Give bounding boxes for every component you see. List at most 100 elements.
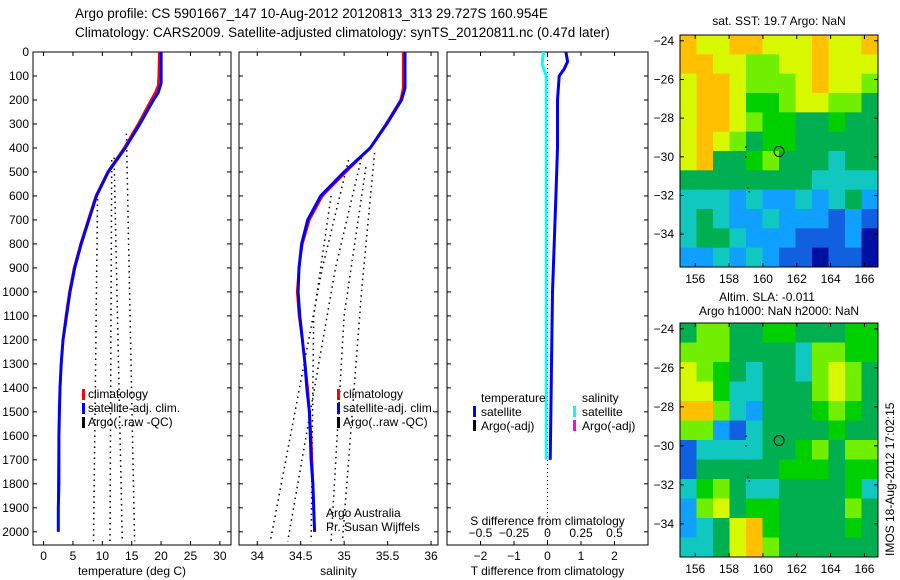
legend-label: Argo(-adj) — [582, 419, 635, 433]
heatmap-cell — [762, 440, 780, 460]
heatmap-cell — [680, 362, 697, 382]
heatmap-cell — [762, 35, 780, 55]
heatmap-cell — [762, 498, 780, 519]
heatmap-cell — [746, 401, 763, 421]
y-tick-label: 200 — [9, 93, 29, 107]
heatmap-cell — [795, 93, 813, 113]
heatmap-cell — [861, 420, 879, 441]
y-tick-label: 1400 — [2, 381, 29, 395]
heatmap-cell — [729, 401, 747, 421]
heatmap-cell — [861, 170, 879, 191]
heatmap-cell — [795, 381, 813, 402]
track-mark — [748, 480, 751, 482]
heatmap-cell — [779, 440, 796, 460]
heatmap-cell — [861, 247, 879, 268]
legend-label: satellite — [481, 405, 522, 419]
track-mark — [745, 444, 747, 447]
heatmap-cell — [812, 54, 829, 75]
heatmap-cell — [696, 151, 714, 171]
heatmap-cell — [762, 362, 780, 382]
lat-tick-label: −28 — [654, 111, 675, 125]
heatmap-cell — [696, 35, 714, 55]
heatmap-cell — [795, 170, 813, 191]
lat-tick-label: −30 — [654, 150, 675, 164]
panel-temperature: 0100200300400500600700800900100011001200… — [2, 45, 232, 578]
heatmap-cell — [795, 209, 813, 229]
y-tick-label: 1200 — [2, 333, 29, 347]
heatmap-cell — [779, 498, 796, 519]
heatmap-cell — [713, 131, 730, 152]
heatmap-cell — [861, 151, 879, 171]
heatmap-cell — [696, 381, 714, 402]
panel-salinity: 34 34.5 35 35.5 36 salinity climatologysatelli… — [238, 51, 439, 578]
heatmap-cell — [713, 228, 730, 249]
lon-tick-label: 164 — [821, 272, 841, 286]
heatmap-cell — [795, 537, 813, 558]
heatmap-cell — [713, 537, 730, 558]
heatmap-cell — [828, 93, 846, 113]
heatmap-cell — [812, 459, 829, 480]
heatmap-cell — [696, 112, 714, 133]
heatmap-cell — [680, 112, 697, 133]
heatmap-cell — [779, 73, 796, 94]
y-tick-label: 0 — [22, 45, 29, 59]
heatmap-cell — [812, 170, 829, 191]
heatmap-cell — [861, 342, 879, 363]
heatmap-cell — [729, 323, 747, 343]
lon-tick-label: 166 — [854, 562, 874, 576]
legend-swatch — [82, 417, 85, 428]
heatmap-cell — [696, 228, 714, 249]
heatmap-cell — [746, 93, 763, 113]
heatmap-cell — [680, 247, 697, 268]
x2-axis-label: S difference from climatology — [470, 514, 625, 528]
heatmap-cell — [729, 93, 747, 113]
heatmap-cell — [861, 209, 879, 229]
legend-label: satellite-adj. clim. — [88, 401, 180, 415]
lon-tick-label: 160 — [753, 272, 773, 286]
x-axis-label: T difference from climatology — [471, 564, 625, 578]
heatmap-cell — [680, 342, 697, 363]
heatmap-cell — [861, 498, 879, 519]
heatmap-cell — [746, 189, 763, 210]
heatmap-cell — [746, 420, 763, 441]
legend-swatch — [337, 389, 340, 400]
map-frame — [679, 34, 879, 268]
heatmap-cell — [713, 323, 730, 343]
heatmap-cell — [713, 498, 730, 519]
heatmap-cell — [828, 479, 846, 499]
heatmap-cell — [845, 112, 862, 133]
heatmap-cell — [696, 537, 714, 558]
x-tick-label: 0 — [40, 549, 47, 563]
heatmap-cell — [762, 112, 780, 133]
x-tick-label: 10 — [96, 549, 110, 563]
heatmap-cell — [762, 342, 780, 363]
heatmap-cell — [845, 498, 862, 519]
heatmap-cell — [696, 440, 714, 460]
profile-location-marker — [773, 435, 785, 447]
heatmap-cell — [729, 420, 747, 441]
heatmap-cell — [746, 151, 763, 171]
map-title-line2: Argo h1000: NaN h2000: NaN — [699, 304, 859, 318]
lat-tick-label: −34 — [654, 227, 675, 241]
heatmap-cell — [713, 420, 730, 441]
heatmap-cell — [795, 498, 813, 519]
heatmap-cell — [762, 73, 780, 94]
heatmap-cell — [729, 54, 747, 75]
legend-label: satellite — [582, 405, 623, 419]
argo-raw-profile-line — [125, 133, 136, 542]
heatmap-cell — [828, 228, 846, 249]
legend-label: satellite-adj. clim. — [343, 401, 435, 415]
heatmap-cell — [746, 209, 763, 229]
heatmap-cell — [779, 189, 796, 210]
lat-tick-label: −30 — [654, 439, 675, 453]
heatmap-cell — [713, 112, 730, 133]
heatmap-cell — [762, 459, 780, 480]
heatmap-cell — [845, 440, 862, 460]
heatmap-cell — [845, 381, 862, 402]
heatmap-cell — [828, 112, 846, 133]
heatmap-cell — [746, 54, 763, 75]
heatmap-cell — [828, 342, 846, 363]
heatmap-cell — [812, 323, 829, 343]
heatmap-cell — [729, 479, 747, 499]
